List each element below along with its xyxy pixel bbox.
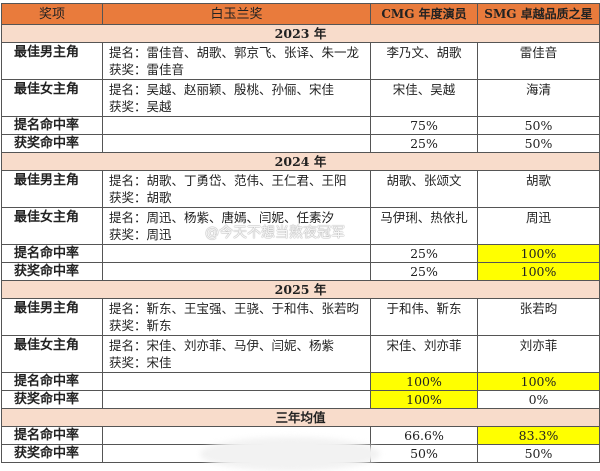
rate-label: 获奖命中率 xyxy=(1,390,103,409)
cmg-rate: 25% xyxy=(370,134,478,153)
rate-row: 提名命中率 100% 100% xyxy=(1,372,600,391)
smg-cell: 张若昀 xyxy=(477,298,600,336)
section-title: 三年均值 xyxy=(1,408,600,427)
section-title: 2025 年 xyxy=(1,280,600,299)
winner: 获奖：吴越 xyxy=(109,99,172,114)
table-body: 2023 年最佳男主角 提名：雷佳音、胡歌、郭京飞、张译、朱一龙 获奖：雷佳音 李乃文… xyxy=(1,24,600,463)
nominees: 提名：胡歌、丁勇岱、范伟、王仁君、王阳 xyxy=(109,173,347,188)
header-smg: SMG 卓越品质之星 xyxy=(477,3,600,25)
magnolia-empty-cell xyxy=(102,244,371,263)
award-label: 最佳女主角 xyxy=(1,335,103,373)
rate-row: 获奖命中率 100% 0% xyxy=(1,390,600,409)
section-row: 2025 年 xyxy=(1,280,600,299)
rate-label: 提名命中率 xyxy=(1,116,103,135)
nominees: 提名：雷佳音、胡歌、郭京飞、张译、朱一龙 xyxy=(109,45,360,60)
cmg-cell: 胡歌、张颂文 xyxy=(370,170,478,208)
smg-rate: 50% xyxy=(477,444,600,463)
rate-row: 获奖命中率 25% 100% xyxy=(1,262,600,281)
smg-rate: 50% xyxy=(477,134,600,153)
smg-rate: 100% xyxy=(477,244,600,263)
cmg-rate: 50% xyxy=(370,444,478,463)
cmg-rate: 100% xyxy=(370,390,478,409)
award-label: 最佳男主角 xyxy=(1,170,103,208)
header-cmg: CMG 年度演员 xyxy=(370,3,478,25)
section-row: 2023 年 xyxy=(1,24,600,43)
blur-smudge xyxy=(200,437,380,471)
magnolia-empty-cell xyxy=(102,390,371,409)
award-label: 最佳女主角 xyxy=(1,79,103,117)
award-row: 最佳女主角 提名：周迅、杨紫、唐嫣、闫妮、任素汐 获奖：周迅 马伊琍、热依扎 周迅 xyxy=(1,207,600,245)
smg-cell: 刘亦菲 xyxy=(477,335,600,373)
section-row: 三年均值 xyxy=(1,408,600,427)
rate-row: 提名命中率 25% 100% xyxy=(1,244,600,263)
rate-row: 获奖命中率 25% 50% xyxy=(1,134,600,153)
section-title: 2023 年 xyxy=(1,24,600,43)
smg-cell: 周迅 xyxy=(477,207,600,245)
magnolia-empty-cell xyxy=(102,372,371,391)
magnolia-cell: 提名：靳东、王宝强、王骁、于和伟、张若昀 获奖：靳东 xyxy=(102,298,371,336)
winner: 获奖：宋佳 xyxy=(109,355,172,370)
header-row: 奖项 白玉兰奖 CMG 年度演员 SMG 卓越品质之星 xyxy=(1,3,600,25)
smg-rate: 100% xyxy=(477,372,600,391)
nominees: 提名：靳东、王宝强、王骁、于和伟、张若昀 xyxy=(109,301,360,316)
magnolia-cell: 提名：吴越、赵丽颖、殷桃、孙俪、宋佳 获奖：吴越 xyxy=(102,79,371,117)
award-label: 最佳男主角 xyxy=(1,42,103,80)
smg-rate: 83.3% xyxy=(477,426,600,445)
cmg-rate: 66.6% xyxy=(370,426,478,445)
award-row: 最佳女主角 提名：宋佳、刘亦菲、马伊、闫妮、杨紫 获奖：宋佳 宋佳、刘亦菲 刘亦菲 xyxy=(1,335,600,373)
cmg-cell: 于和伟、靳东 xyxy=(370,298,478,336)
winner: 获奖：雷佳音 xyxy=(109,62,185,77)
section-row: 2024 年 xyxy=(1,152,600,171)
award-label: 最佳女主角 xyxy=(1,207,103,245)
winner: 获奖：靳东 xyxy=(109,318,172,333)
cmg-cell: 李乃文、胡歌 xyxy=(370,42,478,80)
rate-label: 获奖命中率 xyxy=(1,262,103,281)
nominees: 提名：周迅、杨紫、唐嫣、闫妮、任素汐 xyxy=(109,210,335,225)
smg-cell: 雷佳音 xyxy=(477,42,600,80)
magnolia-empty-cell xyxy=(102,262,371,281)
rate-label: 提名命中率 xyxy=(1,244,103,263)
winner: 获奖：周迅 xyxy=(109,227,172,242)
smg-cell: 海清 xyxy=(477,79,600,117)
rate-label: 提名命中率 xyxy=(1,372,103,391)
cmg-rate: 25% xyxy=(370,262,478,281)
magnolia-empty-cell xyxy=(102,134,371,153)
magnolia-cell: 提名：宋佳、刘亦菲、马伊、闫妮、杨紫 获奖：宋佳 xyxy=(102,335,371,373)
award-label: 最佳男主角 xyxy=(1,298,103,336)
magnolia-cell: 提名：周迅、杨紫、唐嫣、闫妮、任素汐 获奖：周迅 xyxy=(102,207,371,245)
magnolia-empty-cell xyxy=(102,116,371,135)
award-row: 最佳女主角 提名：吴越、赵丽颖、殷桃、孙俪、宋佳 获奖：吴越 宋佳、吴越 海清 xyxy=(1,79,600,117)
nominees: 提名：吴越、赵丽颖、殷桃、孙俪、宋佳 xyxy=(109,82,335,97)
weibo-watermark: @今天不想当熬夜冠军 xyxy=(205,225,345,241)
nominees: 提名：宋佳、刘亦菲、马伊、闫妮、杨紫 xyxy=(109,338,335,353)
magnolia-cell: 提名：胡歌、丁勇岱、范伟、王仁君、王阳 获奖：胡歌 xyxy=(102,170,371,208)
smg-rate: 100% xyxy=(477,262,600,281)
smg-cell: 胡歌 xyxy=(477,170,600,208)
rate-label: 获奖命中率 xyxy=(1,444,103,463)
rate-row: 提名命中率 75% 50% xyxy=(1,116,600,135)
section-title: 2024 年 xyxy=(1,152,600,171)
award-row: 最佳男主角 提名：胡歌、丁勇岱、范伟、王仁君、王阳 获奖：胡歌 胡歌、张颂文 胡歌 xyxy=(1,170,600,208)
award-row: 最佳男主角 提名：雷佳音、胡歌、郭京飞、张译、朱一龙 获奖：雷佳音 李乃文、胡歌 雷佳音 xyxy=(1,42,600,80)
cmg-rate: 100% xyxy=(370,372,478,391)
cmg-cell: 马伊琍、热依扎 xyxy=(370,207,478,245)
magnolia-cell: 提名：雷佳音、胡歌、郭京飞、张译、朱一龙 获奖：雷佳音 xyxy=(102,42,371,80)
cmg-rate: 25% xyxy=(370,244,478,263)
smg-rate: 0% xyxy=(477,390,600,409)
awards-comparison-table: 奖项 白玉兰奖 CMG 年度演员 SMG 卓越品质之星 2023 年最佳男主角提… xyxy=(1,3,600,463)
cmg-cell: 宋佳、刘亦菲 xyxy=(370,335,478,373)
rate-label: 提名命中率 xyxy=(1,426,103,445)
winner: 获奖：胡歌 xyxy=(109,190,172,205)
cmg-rate: 75% xyxy=(370,116,478,135)
rate-label: 获奖命中率 xyxy=(1,134,103,153)
award-row: 最佳男主角 提名：靳东、王宝强、王骁、于和伟、张若昀 获奖：靳东 于和伟、靳东 张若昀 xyxy=(1,298,600,336)
header-magnolia: 白玉兰奖 xyxy=(102,3,371,25)
smg-rate: 50% xyxy=(477,116,600,135)
cmg-cell: 宋佳、吴越 xyxy=(370,79,478,117)
header-category: 奖项 xyxy=(1,3,103,25)
